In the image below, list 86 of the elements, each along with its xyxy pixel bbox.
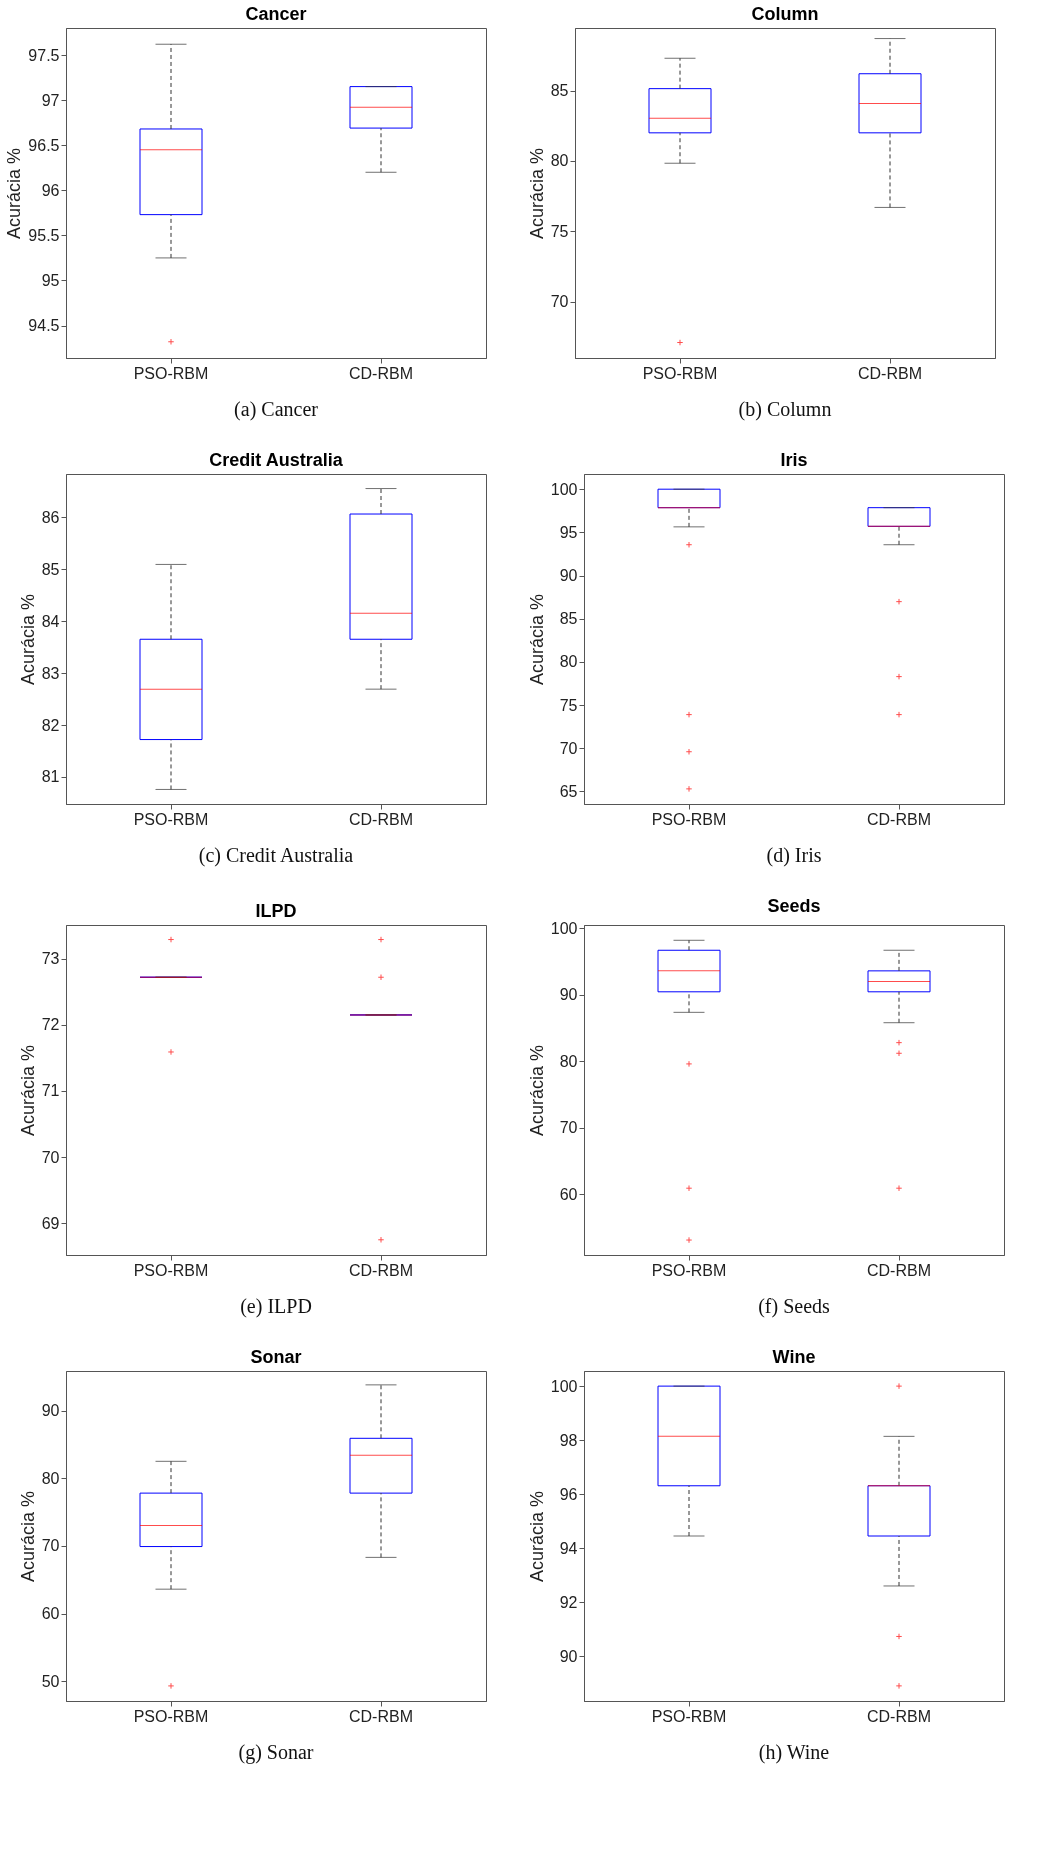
text: (h) Wine (758, 1741, 830, 1764)
y-tick-label: 69 (41, 1214, 60, 1232)
y-tick-label: 90 (559, 1647, 578, 1665)
y-tick-label: 80 (550, 152, 569, 170)
x-tick-label: PSO-RBM (651, 810, 727, 828)
y-tick-label: 95 (41, 271, 60, 289)
y-tick-label: 65 (559, 782, 578, 800)
y-tick-label: 80 (41, 1469, 60, 1487)
y-tick-label: 85 (559, 610, 578, 628)
chart-title: Column (751, 4, 819, 24)
text: (g) Sonar (238, 1741, 314, 1764)
y-tick-label: 70 (559, 1119, 578, 1137)
y-tick-label: 95 (559, 523, 578, 541)
y-tick-label: 92 (559, 1593, 578, 1611)
chart-title: Iris (780, 450, 808, 470)
y-tick-label: 70 (559, 739, 578, 757)
y-tick-label: 75 (550, 222, 569, 240)
y-tick-label: 95.5 (28, 226, 60, 244)
x-tick-label: CD-RBM (349, 1707, 413, 1725)
y-tick-label: 50 (41, 1672, 60, 1690)
x-tick-label: CD-RBM (867, 1261, 931, 1279)
y-tick-label: 100 (550, 919, 578, 937)
y-tick-label: 75 (559, 696, 578, 714)
x-tick-label: CD-RBM (349, 364, 413, 382)
y-tick-label: 90 (559, 567, 578, 585)
y-tick-label: 70 (41, 1148, 60, 1166)
y-axis-title: Acurácia % (526, 593, 547, 686)
y-tick-label: 85 (550, 82, 569, 100)
text: (c) Credit Australia (198, 844, 354, 867)
chart-title: Credit Australia (209, 450, 344, 470)
text: (f) Seeds (758, 1295, 831, 1318)
y-tick-label: 83 (41, 664, 60, 682)
y-axis-title: Acurácia % (17, 593, 38, 686)
y-tick-label: 73 (41, 950, 60, 968)
y-axis-title: Acurácia % (17, 1490, 38, 1583)
x-tick-label: CD-RBM (867, 1707, 931, 1725)
y-tick-label: 70 (41, 1537, 60, 1555)
y-tick-label: 86 (41, 508, 60, 526)
y-axis-title: Acurácia % (526, 1490, 547, 1583)
y-axis-title: Acurácia % (526, 1044, 547, 1137)
x-tick-label: PSO-RBM (133, 810, 209, 828)
x-tick-label: CD-RBM (867, 810, 931, 828)
y-tick-label: 90 (559, 986, 578, 1004)
y-tick-label: 94 (559, 1539, 578, 1557)
y-tick-label: 70 (550, 293, 569, 311)
y-axis-title: Acurácia % (4, 147, 25, 240)
x-tick-label: PSO-RBM (133, 1707, 209, 1725)
y-axis-title: Acurácia % (17, 1044, 38, 1137)
text: (a) Cancer (234, 398, 319, 421)
y-tick-label: 96 (41, 181, 60, 199)
y-tick-label: 60 (41, 1605, 60, 1623)
x-tick-label: PSO-RBM (133, 364, 209, 382)
y-tick-label: 96 (559, 1485, 578, 1503)
chart-title: Wine (772, 1347, 816, 1367)
text: (d) Iris (766, 844, 822, 867)
y-tick-label: 97 (41, 91, 60, 109)
text: (e) ILPD (240, 1295, 312, 1318)
y-tick-label: 94.5 (28, 317, 60, 335)
chart-title: ILPD (255, 901, 297, 921)
y-tick-label: 97.5 (28, 46, 60, 64)
y-tick-label: 80 (559, 653, 578, 671)
y-axis-title: Acurácia % (526, 147, 547, 240)
x-tick-label: PSO-RBM (651, 1261, 727, 1279)
y-tick-label: 98 (559, 1431, 578, 1449)
chart-title: Seeds (767, 896, 821, 917)
y-tick-label: 71 (41, 1082, 60, 1100)
x-tick-label: PSO-RBM (133, 1261, 209, 1279)
y-tick-label: 100 (550, 1377, 578, 1395)
chart-title: Cancer (245, 4, 307, 24)
y-tick-label: 60 (559, 1185, 578, 1203)
y-tick-label: 82 (41, 716, 60, 734)
x-tick-label: PSO-RBM (642, 364, 718, 382)
text: (b) Column (738, 398, 832, 421)
y-tick-label: 85 (41, 560, 60, 578)
x-tick-label: CD-RBM (349, 810, 413, 828)
y-tick-label: 72 (41, 1016, 60, 1034)
x-tick-label: CD-RBM (858, 364, 922, 382)
x-tick-label: CD-RBM (349, 1261, 413, 1279)
chart-title: Sonar (250, 1347, 302, 1367)
y-tick-label: 81 (41, 768, 60, 786)
y-tick-label: 80 (559, 1052, 578, 1070)
y-tick-label: 96.5 (28, 136, 60, 154)
y-tick-label: 90 (41, 1402, 60, 1420)
y-tick-label: 84 (41, 612, 60, 630)
x-tick-label: PSO-RBM (651, 1707, 727, 1725)
y-tick-label: 100 (550, 480, 578, 498)
